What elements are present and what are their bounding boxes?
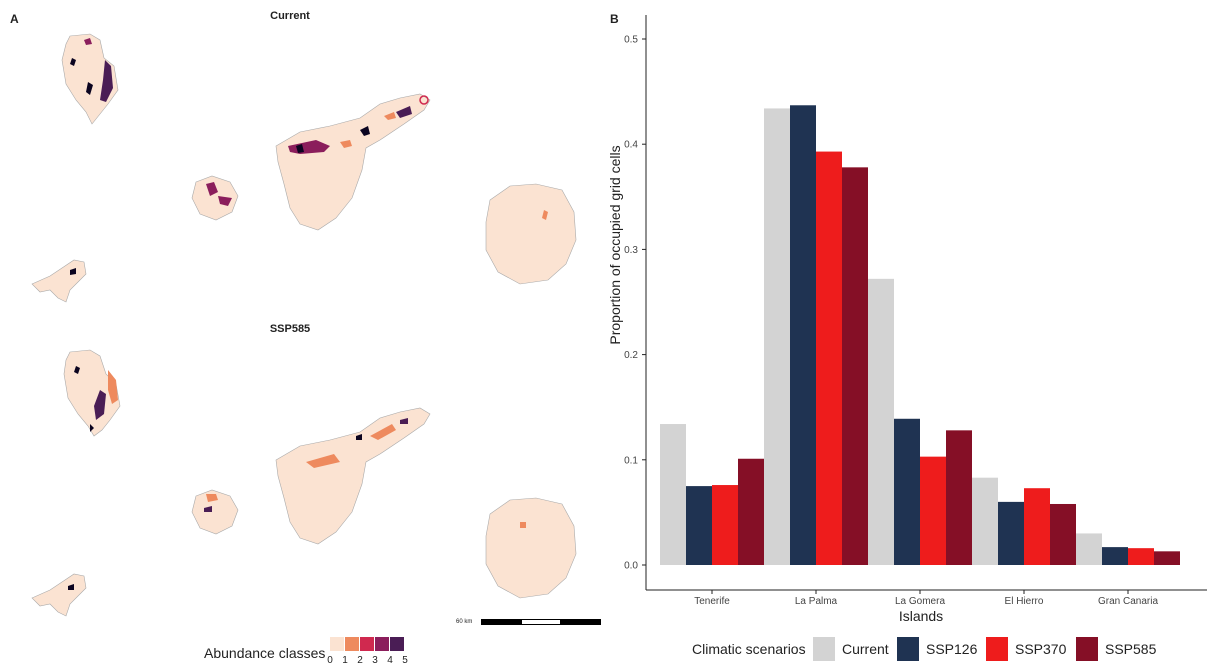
- abundance-swatch-4: [390, 637, 404, 651]
- panel-a-label: A: [10, 12, 19, 26]
- bar-la-palma-ssp370: [816, 151, 842, 565]
- bar-el-hierro-current: [972, 477, 998, 565]
- y-tick-label: 0.4: [624, 140, 638, 151]
- bar-la-gomera-current: [868, 278, 894, 565]
- legend-label-ssp370: SSP370: [1015, 641, 1067, 657]
- y-tick-label: 0.1: [624, 455, 638, 466]
- bar-la-gomera-ssp585: [946, 430, 972, 565]
- abundance-label-2: 2: [357, 655, 363, 666]
- island-la-gomera-ssp585: [191, 489, 239, 535]
- abundance-label-0: 0: [327, 655, 333, 666]
- bar-gran-canaria-current: [1076, 533, 1102, 565]
- bar-la-gomera-ssp370: [920, 456, 946, 565]
- island-el-hierro-ssp585: [31, 573, 87, 617]
- abundance-swatch-2: [360, 637, 374, 651]
- abundance-swatch-0: [330, 637, 344, 651]
- bar-gran-canaria-ssp370: [1128, 548, 1154, 565]
- abundance-legend-title: Abundance classes: [204, 645, 326, 661]
- map-ssp585: [31, 349, 577, 617]
- island-tenerife-current: [275, 93, 431, 231]
- legend-label-ssp126: SSP126: [926, 641, 978, 657]
- y-tick-label: 0.2: [624, 350, 638, 361]
- scalebar-label: 60 km: [456, 619, 473, 625]
- island-la-gomera-current: [191, 175, 239, 221]
- bar-el-hierro-ssp126: [998, 501, 1024, 565]
- bar-chart: 0.0 0.1 0.2 0.3 0.4 0.5 Tenerife La Palma La Go…: [609, 15, 1207, 661]
- island-gran-canaria-ssp585: [485, 497, 577, 599]
- island-maps: [31, 33, 577, 617]
- bar-el-hierro-ssp370: [1024, 488, 1050, 565]
- map-current: [31, 33, 577, 303]
- legend-label-ssp585: SSP585: [1105, 641, 1157, 657]
- legend-label-current: Current: [842, 641, 889, 657]
- bar-tenerife-current: [660, 424, 686, 565]
- x-tick-label: Tenerife: [694, 596, 730, 607]
- y-axis-title: Proportion of occupied grid cells: [609, 145, 623, 344]
- x-tick-label: La Palma: [795, 596, 838, 607]
- bar-tenerife-ssp370: [712, 485, 738, 565]
- bar-la-gomera-ssp126: [894, 418, 920, 565]
- abundance-swatch-1: [345, 637, 359, 651]
- map-title-current: Current: [270, 10, 310, 22]
- abundance-label-4: 4: [387, 655, 393, 666]
- island-tenerife-ssp585: [275, 407, 431, 545]
- x-tick-label: El Hierro: [1005, 596, 1044, 607]
- y-tick-label: 0.5: [624, 35, 638, 46]
- legend-swatch-ssp585: [1076, 637, 1098, 661]
- island-gran-canaria-current: [485, 183, 577, 285]
- x-tick-label: La Gomera: [895, 596, 945, 607]
- legend-swatch-ssp370: [986, 637, 1008, 661]
- panel-b-label: B: [610, 12, 619, 26]
- bar-la-palma-current: [764, 108, 790, 565]
- y-tick-label: 0.3: [624, 245, 638, 256]
- bar-tenerife-ssp585: [738, 458, 764, 565]
- island-la-palma-current: [61, 33, 119, 125]
- abundance-label-3: 3: [372, 655, 378, 666]
- bar-gran-canaria-ssp585: [1154, 551, 1180, 565]
- bar-gran-canaria-ssp126: [1102, 547, 1128, 565]
- legend-swatch-ssp126: [897, 637, 919, 661]
- chart-legend-title: Climatic scenarios: [692, 641, 806, 657]
- x-tick-label: Gran Canaria: [1098, 596, 1158, 607]
- abundance-label-5: 5: [402, 655, 408, 666]
- bar-el-hierro-ssp585: [1050, 503, 1076, 565]
- abundance-label-1: 1: [342, 655, 348, 666]
- legend-swatch-current: [813, 637, 835, 661]
- abundance-swatch-3: [375, 637, 389, 651]
- y-tick-label: 0.0: [624, 561, 638, 572]
- bar-la-palma-ssp585: [842, 167, 868, 565]
- bar-la-palma-ssp126: [790, 105, 816, 565]
- island-el-hierro-current: [31, 259, 87, 303]
- map-title-ssp585: SSP585: [269, 323, 311, 335]
- bar-tenerife-ssp126: [686, 486, 712, 565]
- x-axis-title: Islands: [899, 608, 943, 624]
